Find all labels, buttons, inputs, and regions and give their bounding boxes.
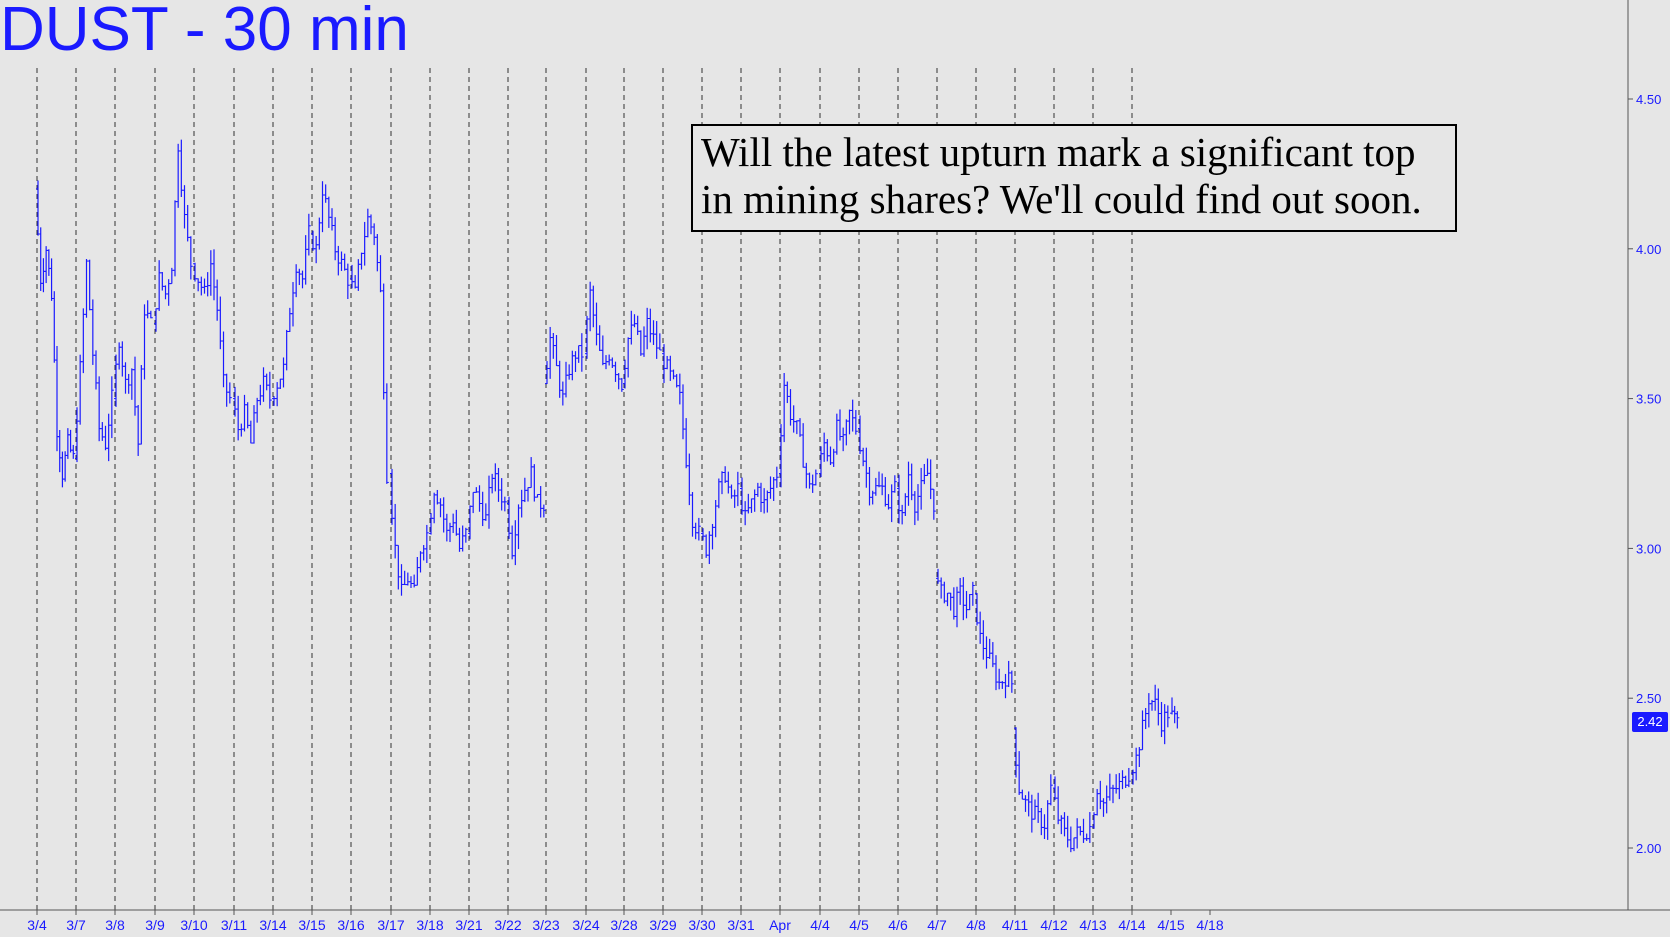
x-tick-label: 3/11 (221, 917, 247, 933)
x-tick-label: 4/12 (1040, 917, 1067, 933)
x-tick-label: 3/7 (66, 917, 86, 933)
annotation-line-2: in mining shares? We'll could find out s… (701, 176, 1422, 222)
y-tick-label: 2.00 (1636, 841, 1661, 856)
x-tick-label: 4/4 (810, 917, 830, 933)
last-price-badge: 2.42 (1632, 712, 1668, 732)
y-tick-label: 3.00 (1636, 541, 1661, 556)
x-tick-label: 3/24 (572, 917, 599, 933)
x-tick-label: 3/30 (688, 917, 715, 933)
x-tick-label: 4/6 (888, 917, 908, 933)
x-tick-label: 3/8 (105, 917, 125, 933)
x-tick-label: 4/5 (849, 917, 869, 933)
x-tick-label: 4/7 (927, 917, 947, 933)
x-tick-label: 3/16 (337, 917, 364, 933)
annotation-line-1: Will the latest upturn mark a significan… (701, 129, 1416, 175)
x-tick-label: 4/8 (966, 917, 986, 933)
x-tick-label: 4/18 (1196, 917, 1223, 933)
x-tick-label: 3/9 (145, 917, 165, 933)
x-tick-label: 3/4 (27, 917, 47, 933)
x-tick-label: 3/31 (727, 917, 754, 933)
x-tick-label: 3/10 (180, 917, 207, 933)
x-tick-label: 4/11 (1002, 917, 1028, 933)
x-tick-label: 3/28 (610, 917, 637, 933)
x-tick-label: 4/13 (1079, 917, 1106, 933)
x-tick-label: 3/14 (259, 917, 286, 933)
x-tick-label: 3/22 (494, 917, 521, 933)
x-tick-label: 3/21 (455, 917, 482, 933)
x-tick-label: 3/17 (377, 917, 404, 933)
y-tick-label: 3.50 (1636, 392, 1661, 407)
chart-title: DUST - 30 min (0, 0, 409, 64)
x-tick-label: 3/29 (649, 917, 676, 933)
x-tick-label: 3/18 (416, 917, 443, 933)
x-tick-label: 3/15 (298, 917, 325, 933)
annotation-box: Will the latest upturn mark a significan… (691, 124, 1457, 232)
y-tick-label: 4.00 (1636, 242, 1661, 257)
y-tick-label: 2.50 (1636, 691, 1661, 706)
x-tick-label: 4/14 (1118, 917, 1145, 933)
x-tick-label: 3/23 (532, 917, 559, 933)
x-tick-label: 4/15 (1157, 917, 1184, 933)
x-tick-label: Apr (769, 917, 791, 933)
y-tick-label: 4.50 (1636, 92, 1661, 107)
